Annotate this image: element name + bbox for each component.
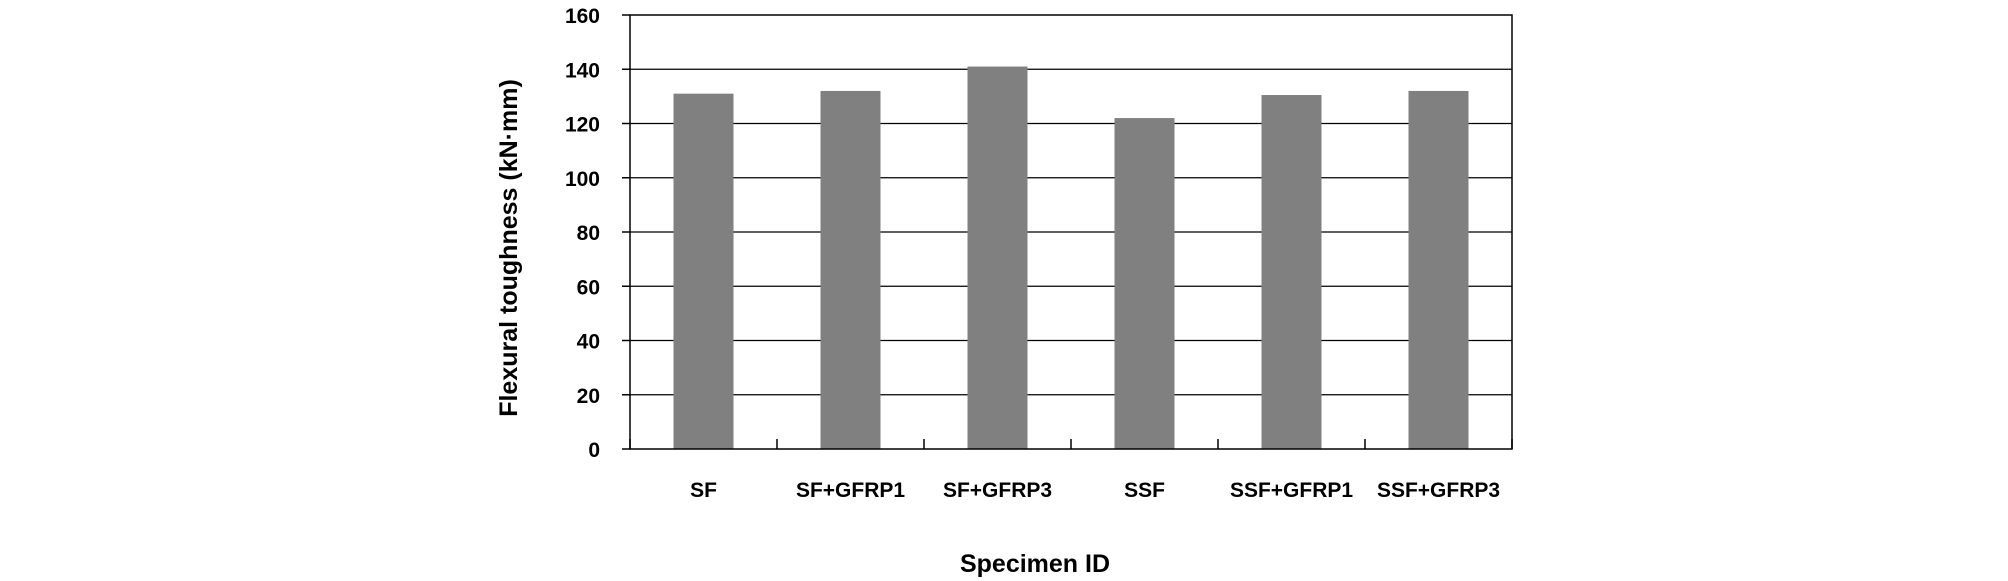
x-tick-label: SSF+GFRP3 <box>1377 479 1500 502</box>
x-tick-label: SF+GFRP3 <box>943 479 1052 502</box>
y-axis-title: Flexural toughness (kN·mm) <box>495 79 523 417</box>
bar-sf-gfrp3 <box>967 66 1028 449</box>
axes <box>622 14 1513 450</box>
bar-sf-gfrp1 <box>820 90 881 449</box>
bar-ssf-gfrp1 <box>1261 95 1322 450</box>
x-tick-labels: SF SF+GFRP1 SF+GFRP3 SSF SSF+GFRP1 SSF+GFRP3 <box>690 479 1500 502</box>
y-tick-label: 0 <box>588 439 600 462</box>
bar-ssf-gfrp3 <box>1408 90 1469 449</box>
x-tick-label: SF <box>690 479 717 502</box>
gridlines <box>630 68 1512 396</box>
x-axis-title: Specimen ID <box>960 550 1110 578</box>
y-tick-label: 120 <box>565 114 600 137</box>
y-tick-label: 40 <box>577 331 600 354</box>
y-tick-label: 100 <box>565 168 600 191</box>
x-tick-label: SSF+GFRP1 <box>1230 479 1353 502</box>
y-tick-labels: 0 20 40 60 80 100 120 140 160 <box>565 5 600 462</box>
y-tick-label: 80 <box>577 222 600 245</box>
bar-sf <box>673 93 734 449</box>
y-tick-label: 140 <box>565 59 600 82</box>
x-tick-label: SF+GFRP1 <box>796 479 905 502</box>
y-tick-label: 20 <box>577 385 600 408</box>
y-tick-label: 60 <box>577 276 600 299</box>
bars <box>673 66 1469 450</box>
bar-ssf <box>1114 118 1175 449</box>
x-tick-label: SSF <box>1124 479 1165 502</box>
y-tick-label: 160 <box>565 5 600 28</box>
